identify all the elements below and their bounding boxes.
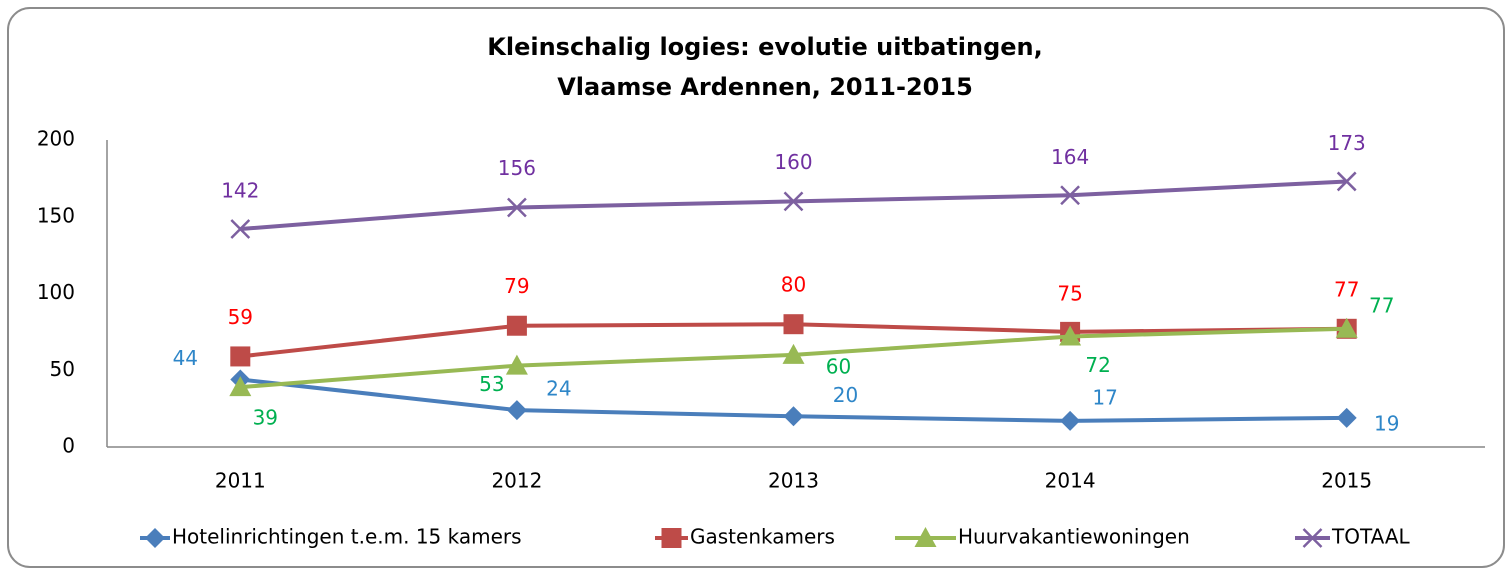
chart-border [7,7,1505,568]
point [1335,317,1358,338]
y-tick-label: 150 [37,203,75,227]
data-label: 44 [173,346,198,370]
point [230,219,251,239]
x-tick-label: 2015 [1321,469,1372,493]
data-label: 79 [504,274,529,298]
chart-title: Vlaamse Ardennen, 2011-2015 [557,73,973,101]
y-tick-label: 200 [37,127,75,151]
data-label: 19 [1374,411,1399,435]
legend-marker [661,528,682,548]
data-label: 77 [1334,277,1359,301]
data-label: 72 [1085,353,1110,377]
data-label: 156 [498,156,536,180]
legend-marker [1302,528,1323,548]
y-tick-label: 50 [50,357,75,381]
data-label: 17 [1092,385,1117,409]
point [1336,407,1357,428]
data-label: 160 [774,150,812,174]
x-tick-label: 2014 [1045,469,1096,493]
point [506,400,527,421]
point [783,191,804,212]
legend-marker [914,527,937,547]
point [783,406,804,427]
point [506,315,527,336]
y-tick-label: 0 [62,434,75,458]
data-label: 80 [781,273,806,297]
data-label: 53 [479,372,504,396]
data-label: 142 [221,179,259,203]
legend-marker [145,528,165,548]
data-label: 75 [1057,281,1082,305]
point [782,343,805,364]
data-label: 164 [1051,145,1089,169]
data-label: 59 [228,305,253,329]
y-tick-label: 100 [37,280,75,304]
x-tick-label: 2011 [215,469,266,493]
data-label: 39 [253,406,278,430]
point [1059,325,1082,346]
legend-label: Hotelinrichtingen t.e.m. 15 kamers [172,525,522,549]
point [505,354,528,375]
legend-label: Huurvakantiewoningen [958,525,1190,549]
data-label: 24 [546,377,571,401]
data-label: 60 [826,354,851,378]
point [1336,171,1357,192]
legend-label: TOTAAL [1331,525,1411,549]
point [1060,410,1081,431]
legend-label: Gastenkamers [690,525,835,549]
point [783,314,804,335]
chart-title: Kleinschalig logies: evolutie uitbatinge… [487,33,1043,61]
x-tick-label: 2013 [768,469,819,493]
data-label: 77 [1369,293,1394,317]
data-label: 20 [833,383,858,407]
point [507,197,527,218]
point [1060,185,1080,206]
point [229,376,252,397]
x-tick-label: 2012 [491,469,542,493]
data-label: 173 [1328,131,1366,155]
point [230,346,251,367]
